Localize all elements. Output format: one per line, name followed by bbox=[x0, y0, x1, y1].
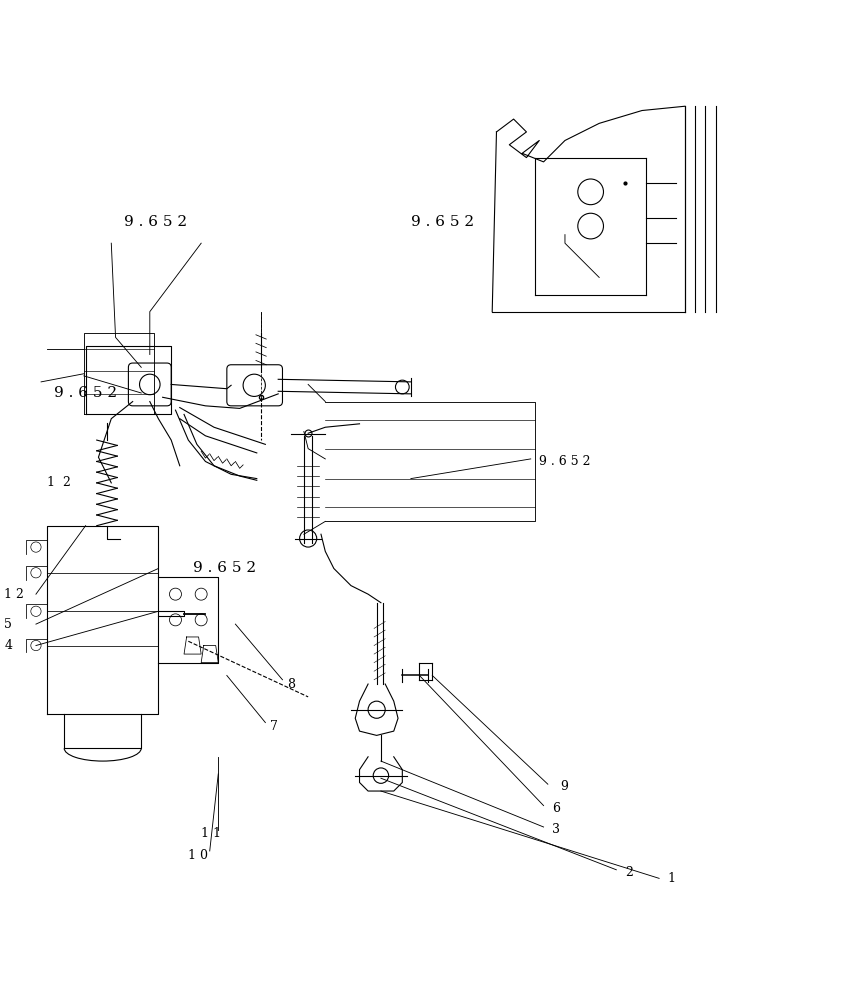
Text: 1 2: 1 2 bbox=[4, 588, 24, 601]
Text: 8: 8 bbox=[287, 678, 294, 691]
Text: 1 1: 1 1 bbox=[201, 827, 221, 840]
Text: 1 0: 1 0 bbox=[188, 849, 208, 862]
Text: 9 . 6 5 2: 9 . 6 5 2 bbox=[193, 561, 256, 575]
Text: 9 . 6 5 2: 9 . 6 5 2 bbox=[54, 386, 117, 400]
Text: 1  2: 1 2 bbox=[47, 476, 71, 489]
Text: 7: 7 bbox=[270, 720, 277, 733]
Text: 4: 4 bbox=[4, 639, 12, 652]
Text: 5: 5 bbox=[4, 618, 12, 631]
Text: 6: 6 bbox=[552, 802, 560, 815]
Text: 2: 2 bbox=[625, 866, 633, 879]
Text: 9 . 6 5 2: 9 . 6 5 2 bbox=[539, 455, 591, 468]
Text: 9 . 6 5 2: 9 . 6 5 2 bbox=[411, 215, 474, 229]
Text: 1: 1 bbox=[668, 872, 675, 885]
Text: 3: 3 bbox=[552, 823, 560, 836]
Text: 9 . 6 5 2: 9 . 6 5 2 bbox=[124, 215, 187, 229]
Text: 9: 9 bbox=[561, 780, 568, 793]
